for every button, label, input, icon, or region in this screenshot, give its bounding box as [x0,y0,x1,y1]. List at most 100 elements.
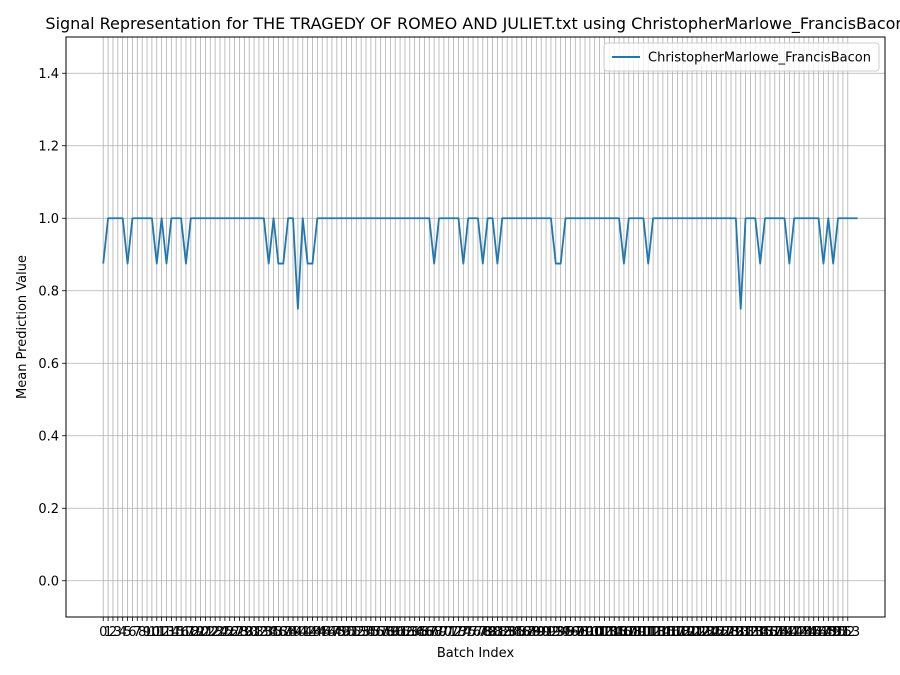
x-tick-label: 124 [694,625,719,640]
x-tick-label: 36 [270,625,287,640]
x-tick-label: 49 [333,625,350,640]
x-tick-label: 103 [592,625,617,640]
x-tick-label: 134 [743,625,768,640]
chart-title: Signal Representation for THE TRAGEDY OF… [45,14,900,34]
x-tick-label: 114 [646,625,671,640]
x-tick-label: 18 [183,625,200,640]
x-tick-label: 127 [709,625,734,640]
x-tick-label: 14 [163,625,180,640]
x-tick-label: 125 [699,625,724,640]
x-tick-label: 111 [631,625,656,640]
axes-frame [65,36,886,618]
x-tick-label: 93 [548,625,565,640]
x-tick-label: 74 [455,625,472,640]
x-tick-label: 132 [733,625,758,640]
x-tick-label: 39 [285,625,302,640]
x-tick-label: 26 [221,625,238,640]
x-tick-label: 90 [533,625,550,640]
y-tick-label: 0.0 [38,574,59,589]
x-tick-label: 143 [787,625,812,640]
x-tick-label: 81 [489,625,506,640]
x-tick-label: 94 [552,625,569,640]
x-tick-label: 5 [123,625,131,640]
x-tick-label: 117 [660,625,685,640]
x-tick-label: 100 [577,625,602,640]
x-tick-label: 0 [99,625,107,640]
x-tick-label: 129 [719,625,744,640]
x-tick-label: 2 [109,625,117,640]
x-tick-label: 77 [470,625,487,640]
x-tick-label: 110 [626,625,651,640]
x-tick-label: 73 [450,625,467,640]
x-tick-label: 51 [343,625,360,640]
x-tick-label: 47 [324,625,341,640]
x-tick-label: 136 [753,625,778,640]
x-tick-label: 135 [748,625,773,640]
x-tick-label: 53 [353,625,370,640]
x-tick-label: 86 [513,625,530,640]
y-tick-label: 1.0 [38,212,59,227]
x-tick-label: 67 [421,625,438,640]
x-tick-label: 11 [148,625,165,640]
x-ticks: 0123456789101112131415161718192021222324… [99,617,860,640]
x-tick-label: 131 [728,625,753,640]
x-tick-label: 41 [294,625,311,640]
x-tick-label: 80 [484,625,501,640]
x-tick-label: 22 [202,625,219,640]
x-tick-label: 119 [670,625,695,640]
x-tick-label: 149 [816,625,841,640]
x-tick-label: 153 [835,625,860,640]
x-tick-label: 116 [655,625,680,640]
y-ticks: 0.0 0.2 0.4 0.6 0.8 1.0 1.2 1.4 [38,67,66,589]
x-tick-label: 29 [236,625,253,640]
x-tick-label: 38 [280,625,297,640]
x-tick-label: 91 [538,625,555,640]
x-tick-label: 128 [714,625,739,640]
x-tick-label: 126 [704,625,729,640]
x-tick-label: 101 [582,625,607,640]
x-axis-label: Batch Index [437,646,515,661]
series-line [102,217,858,310]
x-tick-label: 32 [251,625,268,640]
x-tick-label: 55 [363,625,380,640]
legend-entry: ChristopherMarlowe_FrancisBacon [648,51,871,66]
x-tick-label: 3 [114,625,122,640]
x-tick-label: 106 [607,625,632,640]
x-tick-label: 137 [757,625,782,640]
x-tick-label: 35 [265,625,282,640]
legend-box [603,42,880,72]
x-tick-label: 59 [382,625,399,640]
x-tick-label: 30 [241,625,258,640]
x-tick-label: 75 [460,625,477,640]
x-tick-label: 6 [128,625,136,640]
x-tick-label: 95 [557,625,574,640]
x-tick-label: 138 [762,625,787,640]
x-tick-label: 13 [158,625,175,640]
x-tick-label: 152 [830,625,855,640]
x-tick-label: 89 [528,625,545,640]
x-gridlines [102,37,849,617]
x-tick-label: 148 [811,625,836,640]
x-tick-label: 4 [119,625,127,640]
x-tick-label: 68 [426,625,443,640]
x-tick-label: 145 [796,625,821,640]
x-tick-label: 27 [226,625,243,640]
y-gridlines [66,72,885,582]
x-tick-label: 104 [597,625,622,640]
x-tick-label: 61 [392,625,409,640]
x-tick-label: 109 [621,625,646,640]
x-tick-label: 45 [314,625,331,640]
x-tick-label: 139 [767,625,792,640]
x-tick-label: 115 [650,625,675,640]
y-tick-label: 0.2 [38,502,59,517]
x-tick-label: 31 [246,625,263,640]
x-tick-label: 17 [178,625,195,640]
y-axis-label: Mean Prediction Value [15,255,30,399]
x-tick-label: 46 [319,625,336,640]
x-tick-label: 70 [436,625,453,640]
x-tick-label: 112 [636,625,661,640]
x-tick-label: 107 [612,625,637,640]
y-tick-label: 1.4 [38,67,59,82]
x-tick-label: 44 [309,625,326,640]
